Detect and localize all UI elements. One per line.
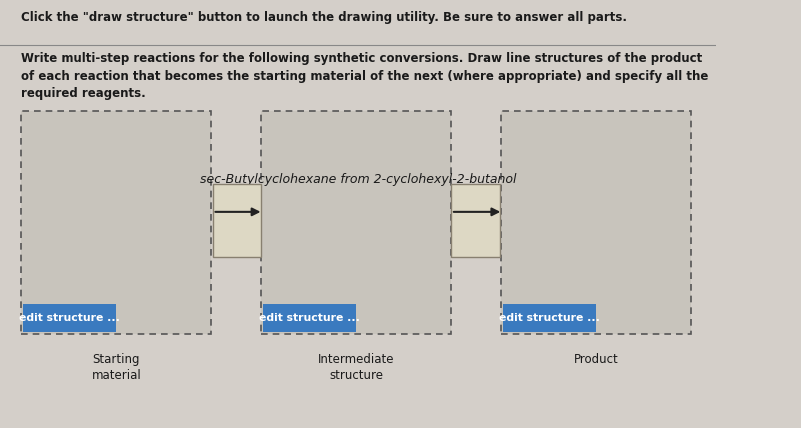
Text: Starting
material: Starting material <box>91 353 141 382</box>
FancyBboxPatch shape <box>22 111 211 334</box>
Text: Product: Product <box>574 353 618 366</box>
Text: edit structure ...: edit structure ... <box>499 313 600 323</box>
FancyBboxPatch shape <box>23 304 116 332</box>
FancyBboxPatch shape <box>264 304 356 332</box>
Text: edit structure ...: edit structure ... <box>19 313 120 323</box>
FancyBboxPatch shape <box>503 304 596 332</box>
Text: edit structure ...: edit structure ... <box>260 313 360 323</box>
Text: Click the "draw structure" button to launch the drawing utility. Be sure to answ: Click the "draw structure" button to lau… <box>22 11 627 24</box>
FancyBboxPatch shape <box>451 184 500 257</box>
FancyBboxPatch shape <box>501 111 690 334</box>
Text: sec-Butylcyclohexane from 2-cyclohexyl-2-butanol: sec-Butylcyclohexane from 2-cyclohexyl-2… <box>199 173 516 186</box>
Text: Write multi-step reactions for the following synthetic conversions. Draw line st: Write multi-step reactions for the follo… <box>22 52 709 100</box>
Text: Intermediate
structure: Intermediate structure <box>318 353 394 382</box>
FancyBboxPatch shape <box>212 184 261 257</box>
FancyBboxPatch shape <box>261 111 451 334</box>
